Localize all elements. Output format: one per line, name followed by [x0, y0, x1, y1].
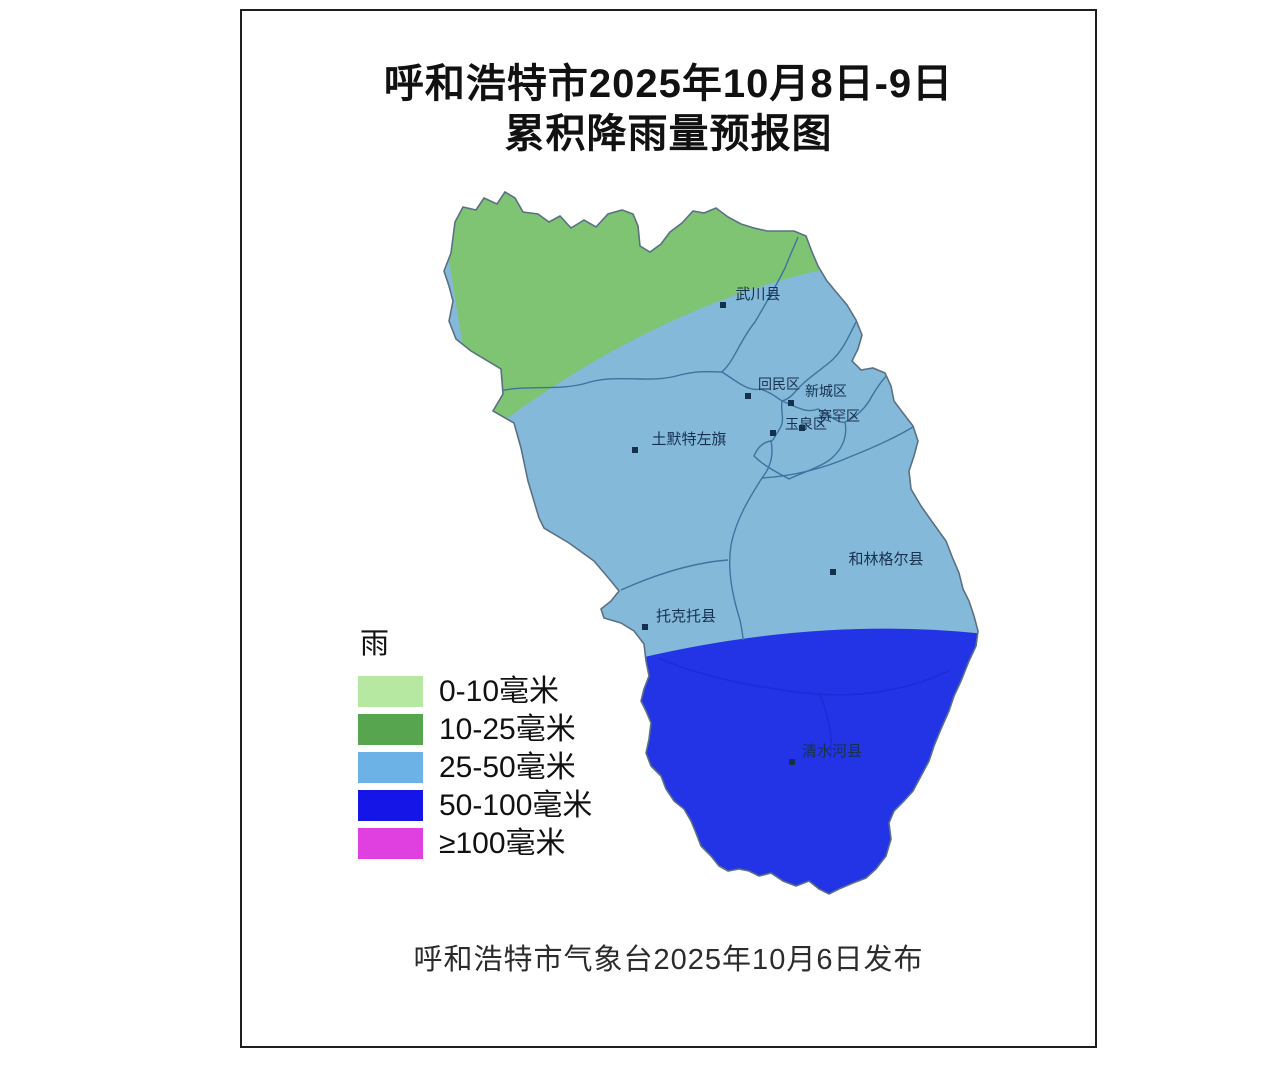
legend-label-10-25mm: 10-25毫米 — [439, 712, 576, 746]
legend-row-1: 10-25毫米 — [358, 714, 592, 745]
label-qingshuihe: 清水河县 — [802, 743, 862, 760]
legend-row-4: ≥100毫米 — [358, 828, 592, 859]
rainfall-legend: 雨 0-10毫米 10-25毫米 25-50毫米 50-100毫米 ≥100毫米 — [358, 620, 592, 866]
band-50-100mm-region — [615, 628, 978, 894]
marker-togtoh — [642, 624, 648, 630]
issue-statement: 呼和浩特市气象台2025年10月6日发布 — [413, 944, 924, 976]
legend-title: 雨 — [360, 628, 390, 660]
label-togtoh: 托克托县 — [656, 608, 716, 625]
legend-label-ge-100mm: ≥100毫米 — [439, 826, 566, 860]
legend-label-25-50mm: 25-50毫米 — [439, 750, 576, 784]
marker-horinger — [830, 569, 836, 575]
label-huimin: 回民区 — [758, 376, 800, 392]
marker-tumd — [632, 447, 638, 453]
label-saihan: 赛罕区 — [818, 408, 860, 424]
city-outline — [443, 190, 979, 895]
region-labels: 武川县 回民区 新城区 赛罕区 玉泉区 土默特左旗 和林格尔县 托克托县 清水河… — [651, 286, 923, 760]
district-boundaries-south — [657, 657, 951, 759]
label-yuquan: 玉泉区 — [785, 416, 827, 432]
marker-huimin — [745, 393, 751, 399]
marker-qingshuihe — [789, 759, 795, 765]
marker-saihan — [799, 425, 805, 431]
legend-row-3: 50-100毫米 — [358, 790, 592, 821]
label-wuchuan: 武川县 — [735, 286, 780, 303]
legend-row-0: 0-10毫米 — [358, 676, 592, 707]
marker-wuchuan — [720, 302, 726, 308]
district-boundaries — [499, 236, 914, 641]
page-title: 呼和浩特市2025年10月8日-9日 累积降雨量预报图 — [240, 60, 1097, 159]
title-line-2: 累积降雨量预报图 — [504, 111, 833, 156]
legend-swatch-ge-100mm — [358, 828, 423, 859]
legend-swatch-25-50mm — [358, 752, 423, 783]
legend-swatch-0-10mm — [358, 676, 423, 707]
title-line-1: 呼和浩特市2025年10月8日-9日 — [383, 62, 954, 106]
legend-label-50-100mm: 50-100毫米 — [439, 788, 593, 822]
marker-xincheng — [788, 400, 794, 406]
legend-label-0-10mm: 0-10毫米 — [439, 674, 560, 708]
legend-swatch-10-25mm — [358, 714, 423, 745]
marker-yuquan — [770, 430, 776, 436]
label-xincheng: 新城区 — [805, 383, 847, 399]
city-markers — [632, 302, 836, 765]
legend-row-2: 25-50毫米 — [358, 752, 592, 783]
label-tumd: 土默特左旗 — [651, 431, 726, 448]
band-10-25mm-region — [444, 192, 835, 440]
label-horinger: 和林格尔县 — [848, 551, 923, 568]
legend-swatch-50-100mm — [358, 790, 423, 821]
